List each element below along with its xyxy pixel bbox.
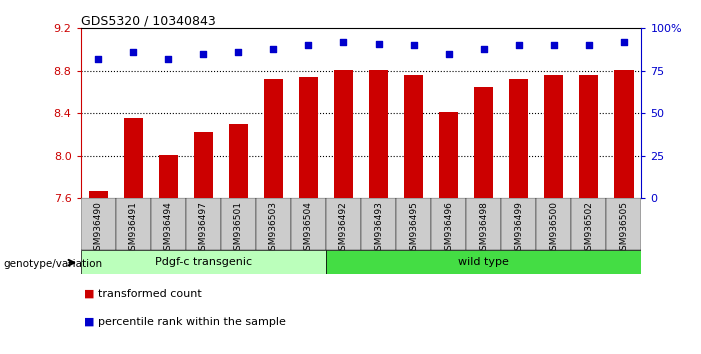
Bar [88,191,108,198]
Bar [509,79,529,198]
Bar [614,70,634,198]
Text: GDS5320 / 10340843: GDS5320 / 10340843 [81,14,215,27]
Text: GSM936493: GSM936493 [374,201,383,256]
Bar [579,75,599,198]
Bar [326,198,361,250]
Bar [501,198,536,250]
Text: GSM936499: GSM936499 [515,201,523,256]
Text: GSM936491: GSM936491 [129,201,137,256]
Bar [571,198,606,250]
Text: GSM936501: GSM936501 [234,201,243,256]
Bar [606,198,641,250]
Point [303,42,314,48]
Bar [229,124,248,198]
Text: GSM936496: GSM936496 [444,201,453,256]
Text: genotype/variation: genotype/variation [4,259,102,269]
Point [478,46,489,52]
Bar [186,198,221,250]
Bar [291,198,326,250]
Point [233,49,244,55]
Point [198,51,209,57]
Text: GSM936505: GSM936505 [620,201,628,256]
Bar [81,250,326,274]
Text: GSM936495: GSM936495 [409,201,418,256]
Text: GSM936498: GSM936498 [479,201,488,256]
Text: GSM936502: GSM936502 [585,201,593,256]
Bar [544,75,564,198]
Point [408,42,419,48]
Bar [536,198,571,250]
Point [268,46,279,52]
Text: transformed count: transformed count [98,289,202,299]
Bar [334,70,353,198]
Bar [193,132,213,198]
Point [128,49,139,55]
Bar [396,198,431,250]
Bar [326,250,641,274]
Text: GSM936492: GSM936492 [339,201,348,256]
Point [583,42,594,48]
Text: Pdgf-c transgenic: Pdgf-c transgenic [155,257,252,267]
Bar [151,198,186,250]
Bar [431,198,466,250]
Text: ■: ■ [84,317,95,327]
Text: GSM936490: GSM936490 [94,201,102,256]
Bar [439,112,458,198]
Text: ■: ■ [84,289,95,299]
Text: wild type: wild type [458,257,509,267]
Bar [404,75,423,198]
Bar [81,198,116,250]
Point [548,42,559,48]
Point [513,42,524,48]
Point [163,56,174,62]
Point [338,39,349,45]
Bar [264,79,283,198]
Text: GSM936494: GSM936494 [164,201,172,256]
Text: GSM936504: GSM936504 [304,201,313,256]
Text: GSM936503: GSM936503 [269,201,278,256]
Point [618,39,629,45]
Text: GSM936500: GSM936500 [550,201,558,256]
Bar [116,198,151,250]
Bar [361,198,396,250]
Bar [221,198,256,250]
Bar [369,70,388,198]
Bar [256,198,291,250]
Bar [299,77,318,198]
Point [443,51,454,57]
Bar [474,87,494,198]
Bar [123,118,143,198]
Point [373,41,384,46]
Text: GSM936497: GSM936497 [199,201,207,256]
Bar [158,155,178,198]
Point [93,56,104,62]
Text: percentile rank within the sample: percentile rank within the sample [98,317,286,327]
Bar [466,198,501,250]
